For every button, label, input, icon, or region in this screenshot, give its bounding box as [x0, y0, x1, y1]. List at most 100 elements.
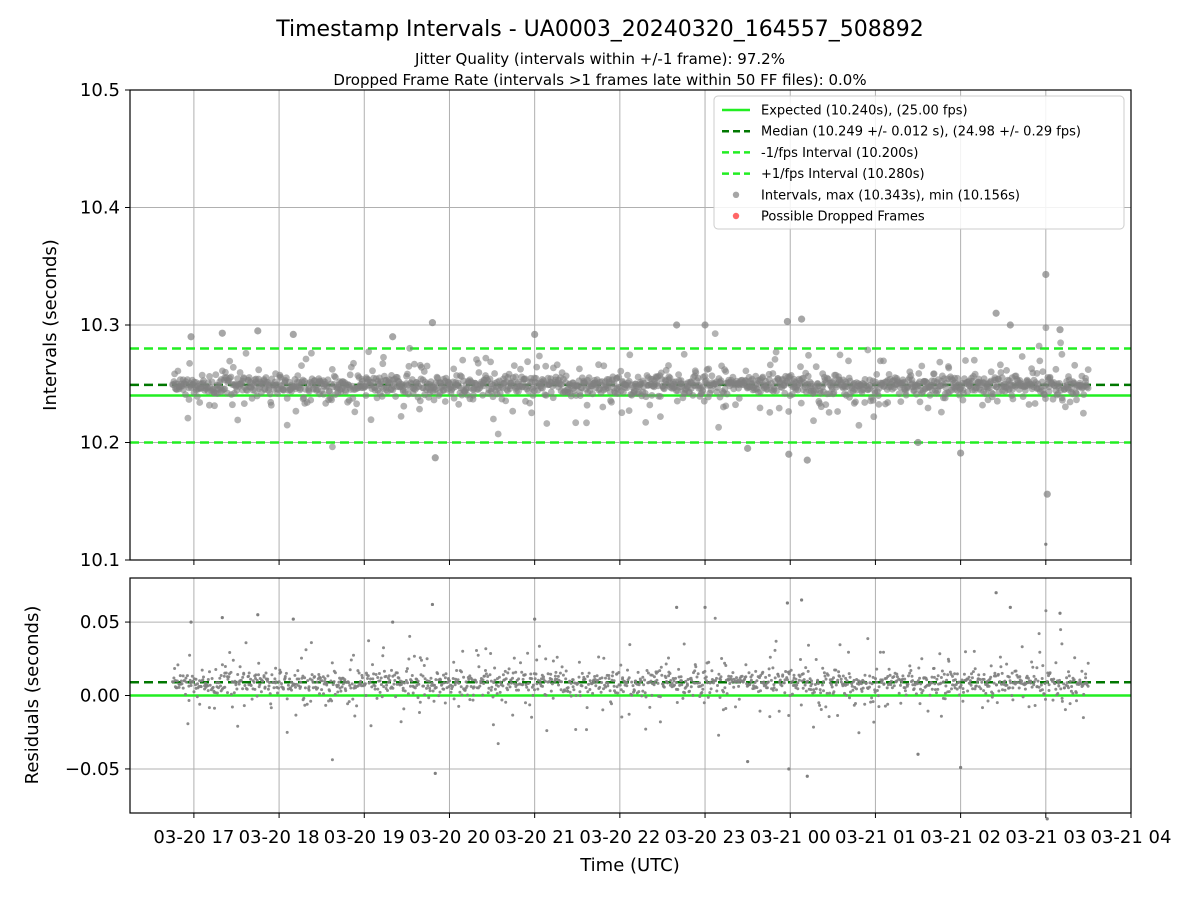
residual-point: [520, 683, 524, 687]
residual-point: [535, 658, 539, 662]
residual-point: [200, 668, 204, 672]
residual-point: [1068, 679, 1072, 683]
residual-point: [631, 684, 635, 688]
residual-outlier-point: [1008, 605, 1012, 609]
residual-point: [442, 673, 445, 677]
residual-point: [777, 674, 781, 678]
residual-point: [226, 677, 230, 681]
residual-point: [207, 706, 211, 710]
legend-entry-label: Intervals, max (10.343s), min (10.156s): [761, 188, 1020, 203]
residual-point: [410, 679, 414, 683]
residual-point: [228, 651, 232, 654]
residual-point: [806, 669, 810, 673]
residual-point: [814, 687, 818, 691]
residual-point: [637, 690, 641, 694]
residual-point: [714, 679, 718, 683]
residual-point: [587, 682, 590, 686]
residual-point: [310, 673, 314, 677]
x-tick-label: 03-21 04: [1091, 827, 1172, 848]
interval-point: [722, 368, 730, 375]
residual-point: [333, 692, 337, 696]
interval-point: [766, 409, 774, 416]
residual-point: [274, 666, 278, 670]
residual-point: [489, 688, 493, 692]
residual-point: [634, 679, 638, 683]
residual-point: [232, 691, 236, 695]
residual-point: [571, 678, 575, 682]
residual-point: [458, 690, 462, 694]
residual-point: [816, 682, 820, 686]
residual-point: [341, 682, 345, 686]
residual-point: [673, 683, 676, 687]
residual-point: [391, 686, 395, 690]
residual-point: [694, 665, 698, 669]
interval-point: [397, 413, 405, 420]
residual-point: [889, 683, 893, 687]
interval-outlier-point: [1006, 321, 1014, 329]
residual-point: [943, 697, 947, 701]
interval-point: [583, 419, 590, 427]
residual-point: [378, 679, 382, 683]
interval-outlier-point: [431, 454, 439, 462]
residual-point: [461, 649, 465, 653]
interval-point: [997, 369, 1005, 376]
residual-point: [871, 675, 875, 679]
interval-point: [479, 391, 487, 399]
residual-point: [899, 701, 903, 705]
residual-point: [484, 669, 487, 672]
residual-point: [553, 674, 557, 678]
residual-point: [393, 679, 397, 682]
residual-point: [710, 669, 714, 673]
residual-point: [429, 676, 433, 680]
residual-point: [875, 689, 879, 692]
interval-point: [416, 405, 423, 413]
residual-point: [491, 695, 495, 699]
interval-point: [715, 423, 722, 431]
interval-point: [583, 401, 591, 409]
interval-point: [873, 371, 881, 378]
residual-point: [1060, 696, 1064, 700]
residual-point: [261, 679, 265, 683]
residual-point: [481, 693, 485, 697]
residual-point: [1036, 679, 1040, 683]
interval-point: [459, 356, 467, 364]
residual-point: [384, 674, 388, 678]
x-tick-label: 03-20 18: [239, 827, 320, 848]
residual-point: [493, 678, 497, 682]
residual-point: [1039, 683, 1043, 687]
residual-point: [545, 729, 549, 733]
residual-point: [196, 682, 199, 686]
interval-point: [380, 353, 387, 361]
residual-point: [895, 672, 899, 676]
residual-point: [390, 668, 393, 672]
residual-point: [536, 687, 540, 691]
x-axis-ticks: 03-20 17 03-20 18 03-20 19 03-20 20 03-20 21…: [153, 560, 1171, 848]
interval-point: [328, 366, 336, 373]
residual-point: [284, 671, 288, 675]
residual-point: [320, 688, 324, 692]
residual-point: [444, 672, 448, 676]
interval-point: [302, 355, 310, 363]
residual-point: [825, 691, 829, 695]
residual-point: [311, 680, 315, 684]
residual-point: [772, 683, 776, 687]
interval-point: [875, 392, 882, 399]
residual-point: [528, 703, 532, 707]
residual-point: [451, 685, 455, 688]
residual-point: [886, 675, 890, 678]
residual-point: [387, 674, 391, 678]
residual-point: [1042, 692, 1046, 696]
residual-point: [381, 654, 385, 658]
residual-point: [564, 669, 568, 673]
residual-point: [173, 667, 177, 670]
residual-point: [1027, 705, 1031, 709]
residual-point: [619, 688, 623, 692]
residual-point: [324, 703, 328, 707]
residual-point: [817, 701, 821, 705]
residual-point: [368, 680, 372, 684]
residual-point: [210, 677, 214, 680]
residual-point: [691, 693, 695, 697]
residual-point: [506, 682, 510, 686]
interval-point: [797, 363, 804, 371]
residual-point: [674, 681, 678, 684]
